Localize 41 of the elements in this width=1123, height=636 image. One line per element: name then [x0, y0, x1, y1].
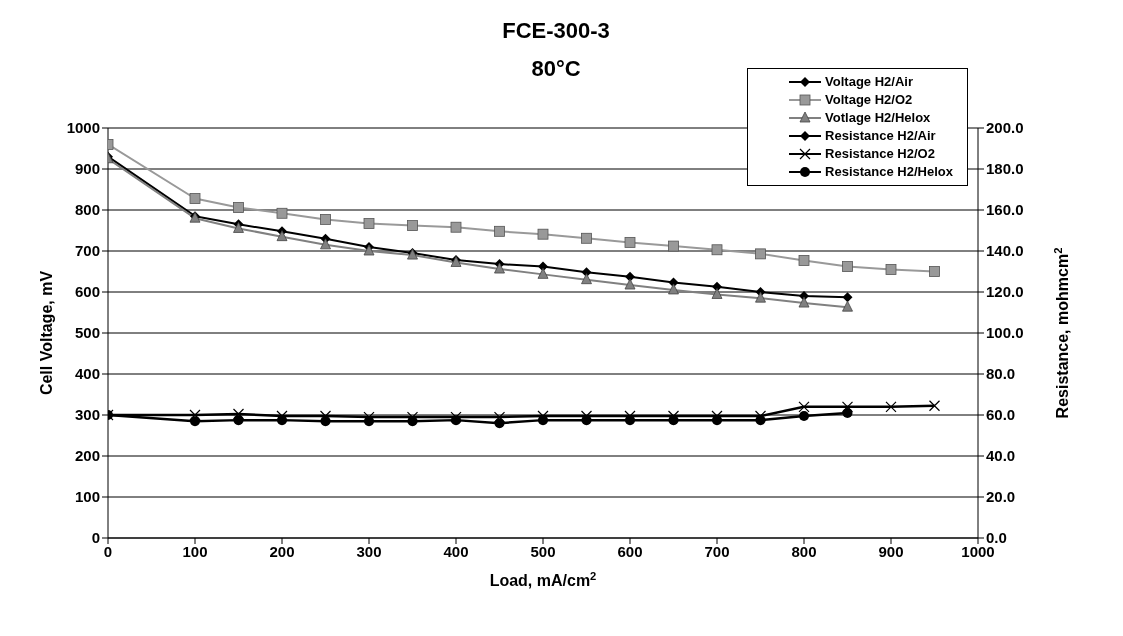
x-tick-label: 400	[443, 542, 469, 560]
y-tick-label: 500	[74, 324, 100, 342]
legend-label: Resistance H2/Helox	[825, 163, 953, 181]
x-tick-label: 500	[530, 542, 556, 560]
legend-label: Resistance H2/Air	[825, 127, 936, 145]
x-tick-label: 800	[791, 542, 817, 560]
y-tick-label: 1000	[66, 119, 100, 137]
y-tick-label: 300	[74, 406, 100, 424]
y-axis-title: Cell Voltage, mV	[38, 270, 55, 396]
y2-tick-label: 40.0	[986, 447, 1016, 465]
legend-label: Voltage H2/Air	[825, 73, 913, 91]
y2-tick-label: 200.0	[986, 119, 1024, 137]
y2-tick-label: 140.0	[986, 242, 1024, 260]
x-axis-title: Load, mA/cm$^{2}$	[489, 570, 597, 589]
y2-tick-label: 120.0	[986, 283, 1024, 301]
chart-title: FCE-300-3	[502, 18, 610, 43]
x-tick-label: 900	[878, 542, 904, 560]
x-tick-label: 700	[704, 542, 730, 560]
y2-tick-label: 60.0	[986, 406, 1016, 424]
y-tick-label: 900	[74, 160, 100, 178]
y-tick-label: 700	[74, 242, 100, 260]
legend-label: Votlage H2/Helox	[825, 109, 931, 127]
x-tick-label: 200	[269, 542, 295, 560]
x-tick-label: 100	[182, 542, 208, 560]
x-tick-label: 600	[617, 542, 643, 560]
y2-tick-label: 80.0	[986, 365, 1016, 383]
y2-tick-label: 20.0	[986, 488, 1016, 506]
y-tick-label: 200	[74, 447, 100, 465]
y-tick-label: 800	[74, 201, 100, 219]
y-tick-label: 0	[91, 529, 100, 547]
y-tick-label: 400	[74, 365, 100, 383]
y2-tick-label: 100.0	[986, 324, 1024, 342]
legend-label: Voltage H2/O2	[825, 91, 913, 109]
chart-subtitle: 80°C	[531, 56, 581, 81]
x-tick-label: 0	[103, 542, 113, 560]
y-tick-label: 600	[74, 283, 100, 301]
legend-label: Resistance H2/O2	[825, 145, 935, 163]
y2-tick-label: 180.0	[986, 160, 1024, 178]
y-tick-label: 100	[74, 488, 100, 506]
y2-tick-label: 160.0	[986, 201, 1024, 219]
x-tick-label: 300	[356, 542, 382, 560]
